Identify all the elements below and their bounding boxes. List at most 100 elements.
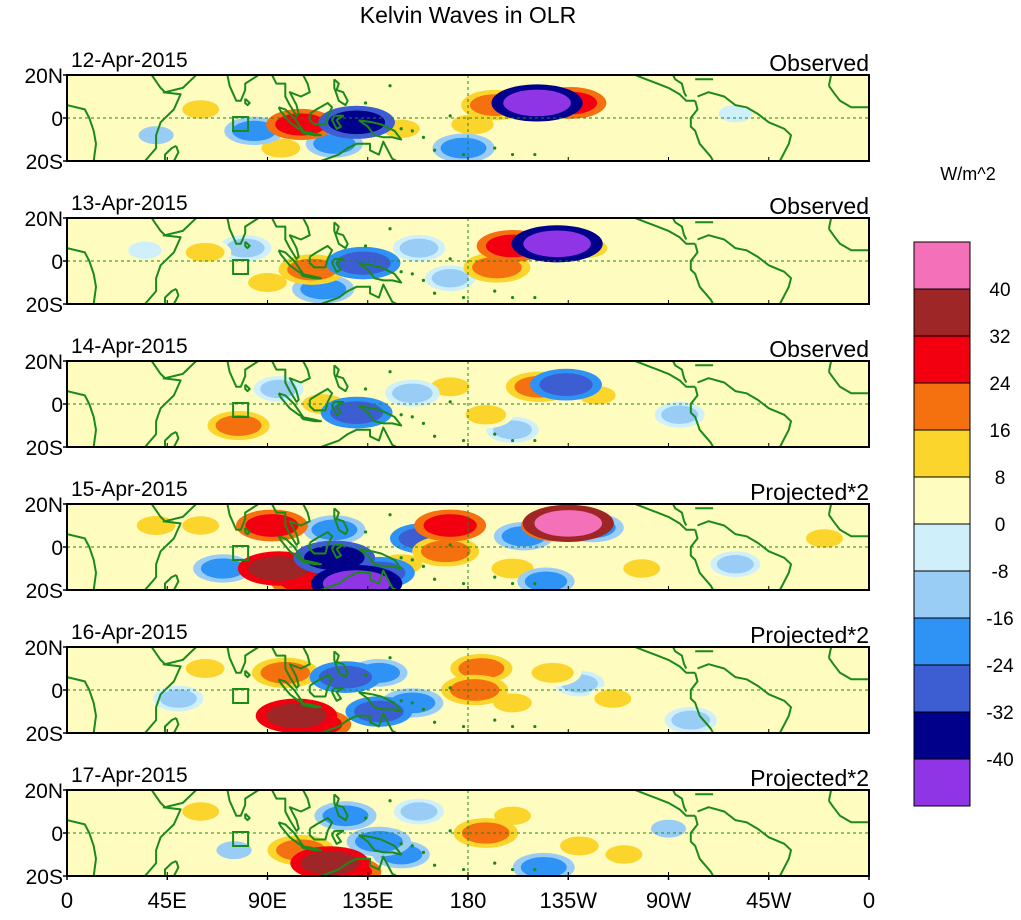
olr-anomaly-cell bbox=[534, 510, 603, 537]
coastline bbox=[320, 140, 398, 161]
colorbar-tick-label: -16 bbox=[986, 609, 1013, 630]
coastline bbox=[244, 669, 251, 679]
x-tick-label: 90E bbox=[248, 888, 287, 913]
coastline bbox=[828, 657, 869, 681]
island bbox=[493, 861, 497, 865]
olr-anomaly-cell bbox=[605, 845, 643, 864]
island bbox=[461, 724, 466, 729]
coastline bbox=[164, 431, 180, 447]
y-tick-label: 20S bbox=[26, 723, 63, 746]
y-tick-label: 20N bbox=[24, 351, 63, 374]
island bbox=[448, 114, 452, 118]
coastline bbox=[697, 91, 792, 161]
island bbox=[510, 438, 515, 443]
olr-anomaly-cell bbox=[461, 822, 510, 844]
y-tick-label: 20S bbox=[26, 866, 63, 889]
y-tick-label: 20S bbox=[26, 437, 63, 460]
panel-date: 16-Apr-2015 bbox=[71, 621, 188, 644]
coastline bbox=[144, 806, 182, 876]
island bbox=[363, 530, 368, 534]
coastline bbox=[672, 647, 688, 669]
coastline bbox=[67, 819, 97, 876]
island bbox=[448, 829, 452, 833]
olr-field bbox=[117, 798, 775, 876]
region-box bbox=[232, 831, 250, 847]
coastline bbox=[67, 104, 97, 161]
coastline bbox=[300, 558, 322, 566]
coastline bbox=[308, 387, 334, 412]
coastline bbox=[300, 129, 322, 137]
coastline bbox=[277, 249, 305, 275]
coastline bbox=[271, 361, 311, 403]
island bbox=[448, 543, 452, 547]
coastline bbox=[689, 243, 714, 304]
coastline bbox=[827, 75, 833, 86]
coastline bbox=[634, 75, 696, 102]
olr-anomaly-cell bbox=[261, 138, 301, 158]
island bbox=[410, 558, 414, 562]
olr-anomaly-cell bbox=[185, 659, 225, 678]
coastline bbox=[67, 676, 97, 733]
olr-anomaly-cell bbox=[354, 700, 404, 723]
island bbox=[363, 387, 368, 391]
island bbox=[461, 152, 466, 157]
coastline bbox=[244, 526, 251, 536]
olr-field bbox=[128, 225, 753, 304]
olr-anomaly-cell bbox=[300, 851, 360, 876]
olr-anomaly-cell bbox=[449, 679, 500, 701]
coastlines bbox=[67, 647, 869, 733]
island bbox=[399, 270, 403, 274]
coastline bbox=[672, 790, 688, 812]
island bbox=[432, 720, 437, 724]
olr-anomaly-cell bbox=[539, 373, 593, 397]
panel-date: 15-Apr-2015 bbox=[71, 478, 188, 501]
panel-date: 13-Apr-2015 bbox=[71, 192, 188, 215]
coastline bbox=[689, 815, 714, 876]
coastline bbox=[697, 806, 792, 876]
island bbox=[421, 707, 426, 711]
island bbox=[363, 244, 368, 248]
colorbar-swatch bbox=[913, 664, 971, 713]
coastline bbox=[308, 244, 334, 269]
coastline bbox=[333, 507, 349, 536]
coastline bbox=[300, 415, 322, 423]
island bbox=[421, 135, 426, 139]
coastline bbox=[67, 533, 97, 590]
island bbox=[448, 400, 452, 404]
coastline bbox=[697, 234, 792, 304]
olr-anomaly-cell bbox=[465, 405, 507, 425]
panel-date: 17-Apr-2015 bbox=[71, 764, 188, 787]
island bbox=[432, 434, 437, 438]
olr-anomaly-cell bbox=[248, 273, 287, 292]
y-tick-label: 20N bbox=[24, 65, 63, 88]
island bbox=[432, 577, 437, 581]
coastline bbox=[164, 145, 180, 161]
colorbar-swatch bbox=[913, 523, 971, 572]
coastline bbox=[672, 218, 688, 240]
coastline bbox=[277, 678, 305, 704]
island bbox=[421, 564, 426, 568]
colorbar-swatch bbox=[913, 429, 971, 478]
chart-title: Kelvin Waves in OLR bbox=[360, 2, 576, 28]
coastline bbox=[333, 78, 349, 107]
coastline bbox=[320, 855, 398, 876]
coastline bbox=[144, 91, 182, 161]
island bbox=[410, 701, 414, 705]
olr-anomaly-cell bbox=[260, 379, 298, 399]
coastlines bbox=[67, 218, 869, 304]
coastline bbox=[634, 647, 696, 674]
coastline bbox=[144, 234, 182, 304]
coastline bbox=[827, 504, 833, 515]
island bbox=[421, 278, 426, 282]
island bbox=[388, 227, 392, 231]
olr-anomaly-cell bbox=[458, 658, 505, 679]
coastline bbox=[689, 529, 714, 590]
y-tick-label: 20N bbox=[24, 494, 63, 517]
island bbox=[533, 152, 537, 157]
coastline bbox=[144, 377, 182, 447]
y-tick-label: 20N bbox=[24, 208, 63, 231]
olr-anomaly-cell bbox=[531, 662, 574, 683]
colorbar-tick-label: -24 bbox=[986, 656, 1014, 677]
colorbar-swatch bbox=[913, 617, 971, 666]
